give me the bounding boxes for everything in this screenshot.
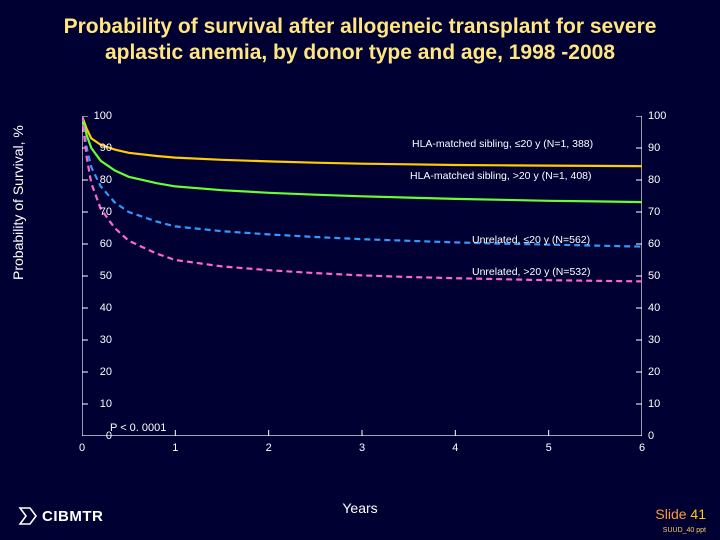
slide-label: Slide <box>655 506 690 522</box>
y-tick-left: 100 <box>84 110 112 122</box>
y-tick-left: 80 <box>84 174 112 186</box>
y-tick-right: 80 <box>648 174 660 186</box>
x-tick: 3 <box>359 442 365 454</box>
logo-text: CIBMTR <box>42 508 103 525</box>
slide-number: Slide 41 <box>655 506 706 522</box>
y-tick-right: 30 <box>648 334 660 346</box>
cibmtr-logo: CIBMTR <box>18 506 103 526</box>
y-tick-right: 40 <box>648 302 660 314</box>
y-tick-right: 70 <box>648 206 660 218</box>
y-tick-left: 90 <box>84 142 112 154</box>
x-tick: 5 <box>546 442 552 454</box>
y-tick-left: 40 <box>84 302 112 314</box>
page-title: Probability of survival after allogeneic… <box>0 0 720 75</box>
y-tick-right: 100 <box>648 110 666 122</box>
y-tick-right: 0 <box>648 430 654 442</box>
y-axis-label: Probability of Survival, % <box>10 125 26 280</box>
x-tick: 0 <box>79 442 85 454</box>
y-tick-right: 60 <box>648 238 660 250</box>
y-tick-left: 0 <box>84 430 112 442</box>
slide-filename: SUUD_40 ppt <box>663 527 706 534</box>
series-label-unrel-gt20: Unrelated, >20 y (N=532) <box>472 266 590 278</box>
series-hla-sib-gt20 <box>82 116 642 202</box>
chart-area: 0010102020303040405050606070708080909010… <box>50 116 680 486</box>
y-tick-left: 70 <box>84 206 112 218</box>
slide-num: 41 <box>690 506 706 522</box>
y-tick-right: 90 <box>648 142 660 154</box>
y-tick-right: 20 <box>648 366 660 378</box>
series-label-hla-sib-gt20: HLA-matched sibling, >20 y (N=1, 408) <box>410 170 592 182</box>
y-tick-left: 10 <box>84 398 112 410</box>
series-label-hla-sib-le20: HLA-matched sibling, ≤20 y (N=1, 388) <box>412 138 593 150</box>
x-tick: 1 <box>172 442 178 454</box>
x-tick: 2 <box>266 442 272 454</box>
x-axis-label: Years <box>342 500 377 516</box>
y-tick-left: 30 <box>84 334 112 346</box>
y-tick-right: 10 <box>648 398 660 410</box>
y-tick-left: 60 <box>84 238 112 250</box>
x-tick: 6 <box>639 442 645 454</box>
p-value: P < 0. 0001 <box>110 422 166 434</box>
x-tick: 4 <box>452 442 458 454</box>
y-tick-left: 50 <box>84 270 112 282</box>
y-tick-left: 20 <box>84 366 112 378</box>
series-label-unrel-le20: Unrelated, ≤20 y (N=562) <box>472 234 590 246</box>
logo-icon <box>18 506 38 526</box>
y-tick-right: 50 <box>648 270 660 282</box>
